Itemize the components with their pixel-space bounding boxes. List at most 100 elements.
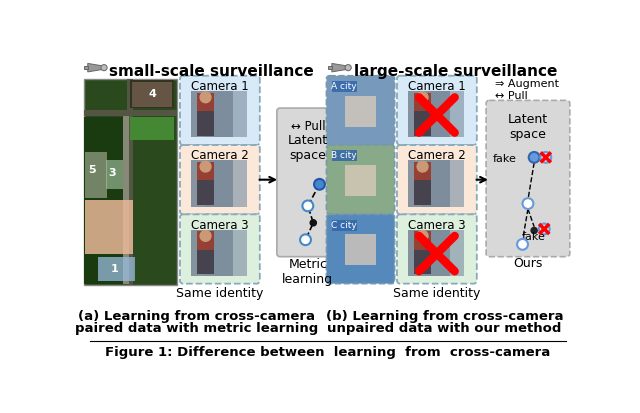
Bar	[345, 96, 376, 126]
Bar	[414, 250, 431, 274]
FancyBboxPatch shape	[326, 76, 395, 145]
Text: fake: fake	[493, 154, 517, 164]
Circle shape	[200, 161, 211, 172]
Text: ↔ Pull: ↔ Pull	[291, 121, 325, 133]
Bar	[127, 79, 132, 285]
Circle shape	[529, 152, 540, 163]
Bar	[422, 160, 465, 206]
Bar	[197, 93, 214, 136]
Bar	[191, 91, 234, 138]
Text: Camera 2: Camera 2	[191, 150, 249, 162]
Bar	[123, 116, 129, 284]
FancyBboxPatch shape	[326, 145, 395, 214]
FancyBboxPatch shape	[180, 214, 260, 284]
Bar	[197, 231, 214, 274]
Circle shape	[522, 198, 533, 209]
Bar	[414, 231, 431, 274]
Bar	[84, 66, 88, 69]
Text: Camera 1: Camera 1	[408, 80, 466, 93]
Bar	[84, 109, 177, 116]
Bar	[408, 230, 451, 276]
Text: Metric
learning: Metric learning	[282, 258, 333, 286]
Circle shape	[417, 92, 428, 103]
Text: (b) Learning from cross-camera: (b) Learning from cross-camera	[326, 310, 563, 323]
FancyBboxPatch shape	[397, 76, 477, 145]
Text: Latent
space: Latent space	[288, 134, 328, 162]
Text: 5: 5	[88, 165, 95, 175]
Bar	[131, 117, 174, 140]
Bar	[414, 180, 431, 205]
Bar	[422, 91, 465, 138]
Text: B city: B city	[332, 151, 357, 160]
Bar	[332, 220, 356, 230]
Text: Camera 1: Camera 1	[191, 80, 249, 93]
Circle shape	[417, 230, 428, 241]
Text: paired data with metric learning: paired data with metric learning	[75, 322, 318, 335]
FancyBboxPatch shape	[326, 214, 395, 284]
Text: Same identity: Same identity	[393, 287, 481, 300]
Text: Camera 3: Camera 3	[408, 218, 466, 232]
Text: fake: fake	[522, 232, 546, 242]
Circle shape	[314, 179, 325, 190]
Circle shape	[200, 230, 211, 241]
Polygon shape	[88, 64, 102, 72]
Bar	[414, 93, 431, 136]
Circle shape	[417, 161, 428, 172]
Text: Camera 2: Camera 2	[408, 150, 466, 162]
Bar	[345, 165, 376, 196]
Circle shape	[345, 64, 351, 71]
Polygon shape	[332, 64, 346, 72]
FancyBboxPatch shape	[84, 79, 177, 285]
Text: unpaired data with our method: unpaired data with our method	[327, 322, 561, 335]
Bar	[106, 160, 123, 189]
Bar	[408, 91, 451, 138]
Text: large-scale surveillance: large-scale surveillance	[353, 64, 557, 79]
Circle shape	[517, 239, 528, 250]
Text: Ours: Ours	[513, 257, 543, 271]
Bar	[328, 66, 332, 69]
Text: ⇒ Augment: ⇒ Augment	[495, 79, 559, 89]
FancyBboxPatch shape	[277, 108, 339, 257]
Text: 3: 3	[108, 168, 116, 178]
Bar	[408, 160, 451, 206]
Circle shape	[300, 234, 311, 245]
Bar	[197, 162, 214, 205]
FancyBboxPatch shape	[180, 145, 260, 214]
Circle shape	[310, 220, 316, 226]
Bar	[85, 200, 134, 254]
FancyBboxPatch shape	[486, 100, 570, 257]
Text: Figure 1: Difference between  learning  from  cross-camera: Figure 1: Difference between learning fr…	[106, 346, 550, 359]
FancyBboxPatch shape	[397, 145, 477, 214]
Bar	[132, 82, 172, 107]
Bar	[191, 160, 234, 206]
FancyBboxPatch shape	[180, 76, 260, 145]
Text: ↔ Pull: ↔ Pull	[495, 91, 527, 101]
Bar	[98, 257, 135, 280]
Circle shape	[531, 228, 537, 234]
Text: 1: 1	[111, 264, 119, 274]
Text: 4: 4	[148, 89, 156, 99]
Bar	[197, 180, 214, 205]
Bar	[414, 111, 431, 136]
Bar	[205, 91, 248, 138]
Bar	[205, 160, 248, 206]
FancyBboxPatch shape	[397, 214, 477, 284]
Text: (a) Learning from cross-camera: (a) Learning from cross-camera	[77, 310, 315, 323]
Text: C city: C city	[332, 221, 357, 230]
Text: Camera 3: Camera 3	[191, 218, 249, 232]
Bar	[191, 230, 234, 276]
Bar	[197, 111, 214, 136]
Bar	[131, 81, 174, 108]
Bar	[332, 150, 356, 161]
Bar	[84, 117, 124, 284]
Bar	[414, 162, 431, 205]
Circle shape	[303, 200, 313, 211]
Bar	[85, 152, 107, 198]
Bar	[422, 230, 465, 276]
Bar	[205, 230, 248, 276]
Bar	[197, 250, 214, 274]
Text: A city: A city	[332, 82, 357, 91]
Text: Same identity: Same identity	[176, 287, 264, 300]
Text: small-scale surveillance: small-scale surveillance	[109, 64, 314, 79]
Bar	[345, 234, 376, 265]
